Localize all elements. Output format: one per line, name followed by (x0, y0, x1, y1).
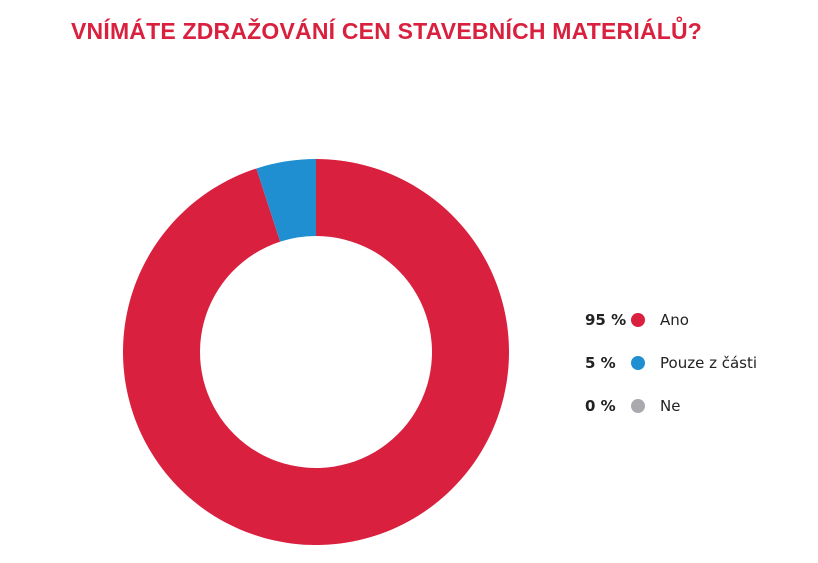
legend-label: Pouze z části (660, 354, 758, 372)
donut-slice-ano (122, 159, 510, 545)
legend-item-pouze-z-casti: 5 % Pouze z části (585, 349, 805, 377)
legend-label: Ano (660, 311, 689, 329)
legend-color-dot (631, 356, 645, 370)
donut-slices (122, 159, 510, 545)
chart-title: VNÍMÁTE ZDRAŽOVÁNÍ CEN STAVEBNÍCH MATERI… (71, 18, 703, 44)
legend-value: 0 % (585, 397, 616, 415)
legend-color-dot (631, 399, 645, 413)
legend-color-dot (631, 313, 645, 327)
legend-value: 95 % (585, 311, 627, 329)
chart-legend: 95 % Ano 5 % Pouze z části 0 % Ne (585, 306, 805, 435)
legend-item-ano: 95 % Ano (585, 306, 805, 334)
legend-value: 5 % (585, 354, 616, 372)
legend-label: Ne (660, 397, 681, 415)
legend-item-ne: 0 % Ne (585, 392, 805, 420)
donut-slice-pouze-z-části (256, 159, 316, 242)
